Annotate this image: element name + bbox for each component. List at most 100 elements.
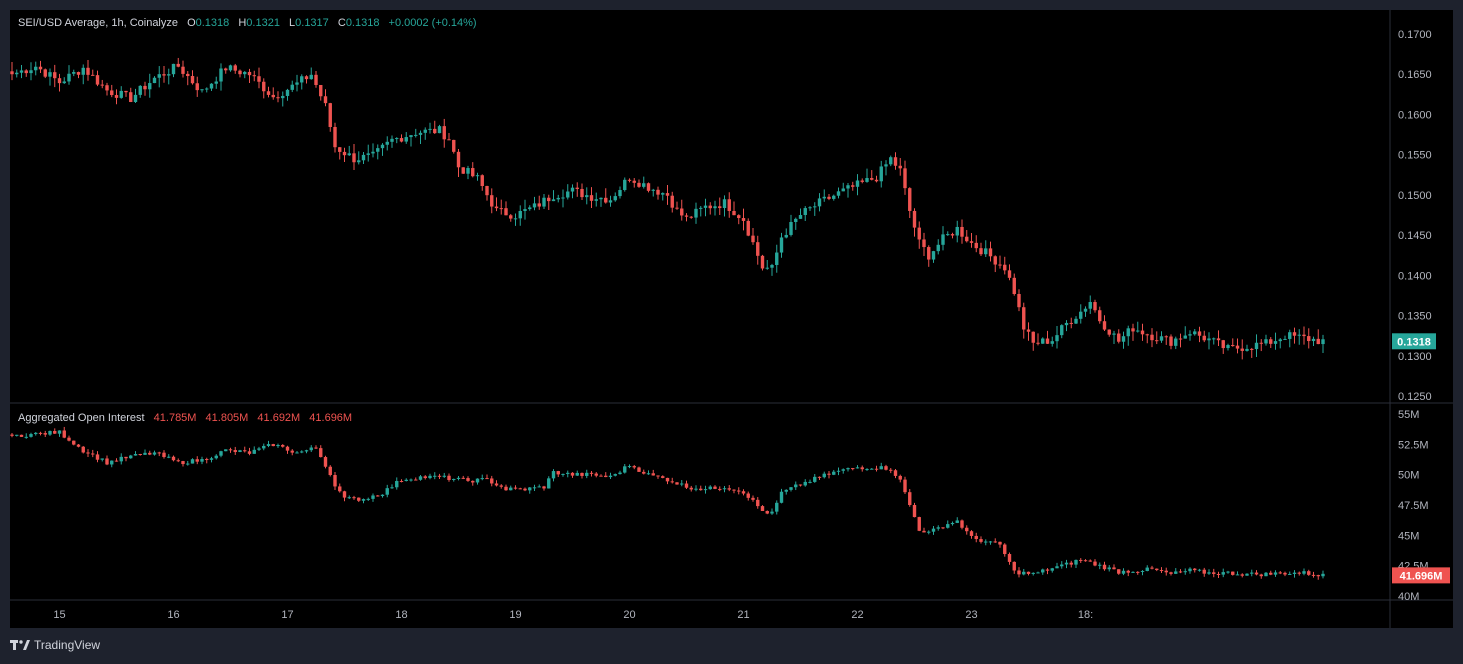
price-candle[interactable] bbox=[651, 188, 655, 197]
oi-candle[interactable] bbox=[727, 485, 731, 492]
oi-candle[interactable] bbox=[1273, 570, 1278, 577]
price-candle[interactable] bbox=[509, 214, 513, 222]
oi-candle[interactable] bbox=[1250, 569, 1254, 577]
oi-candle[interactable] bbox=[57, 430, 62, 437]
oi-candle[interactable] bbox=[475, 478, 480, 485]
oi-candle[interactable] bbox=[1131, 571, 1135, 574]
price-candle[interactable] bbox=[504, 201, 508, 216]
price-candle[interactable] bbox=[238, 69, 242, 78]
price-candle[interactable] bbox=[333, 122, 337, 153]
oi-candle[interactable] bbox=[851, 467, 855, 471]
oi-candle[interactable] bbox=[485, 474, 489, 480]
oi-candle[interactable] bbox=[195, 456, 199, 465]
price-candle[interactable] bbox=[490, 188, 494, 214]
price-candle[interactable] bbox=[361, 151, 366, 165]
oi-candle[interactable] bbox=[347, 495, 351, 500]
oi-candle[interactable] bbox=[822, 471, 826, 479]
price-candle[interactable] bbox=[1307, 328, 1311, 349]
price-candle[interactable] bbox=[874, 175, 879, 183]
price-candle[interactable] bbox=[741, 208, 746, 231]
oi-candle[interactable] bbox=[993, 538, 997, 543]
chart-frame[interactable]: 0.1700 0.1650 0.1600 0.1550 0.1500 0.1450 0.14… bbox=[10, 10, 1453, 628]
price-candle[interactable] bbox=[518, 205, 522, 226]
oi-candle[interactable] bbox=[770, 508, 774, 515]
price-candle[interactable] bbox=[38, 60, 43, 74]
oi-candle[interactable] bbox=[43, 430, 47, 438]
oi-candle[interactable] bbox=[798, 484, 803, 487]
price-candle[interactable] bbox=[922, 232, 926, 257]
oi-candle[interactable] bbox=[1183, 568, 1187, 575]
price-candle[interactable] bbox=[442, 118, 446, 148]
price-candle[interactable] bbox=[580, 183, 584, 200]
price-candle[interactable] bbox=[561, 189, 565, 208]
price-candle[interactable] bbox=[803, 206, 807, 221]
oi-candle[interactable] bbox=[233, 446, 237, 455]
oi-candle[interactable] bbox=[618, 470, 622, 475]
oi-candle[interactable] bbox=[661, 475, 665, 479]
price-candle[interactable] bbox=[917, 221, 921, 249]
oi-candle[interactable] bbox=[319, 445, 323, 458]
price-candle[interactable] bbox=[209, 83, 214, 92]
oi-candle[interactable] bbox=[1045, 568, 1050, 575]
oi-candle[interactable] bbox=[414, 477, 418, 481]
price-candle[interactable] bbox=[566, 184, 570, 200]
oi-candle[interactable] bbox=[1245, 573, 1249, 576]
price-candle[interactable] bbox=[1107, 329, 1111, 337]
oi-candle[interactable] bbox=[794, 481, 798, 491]
oi-candle[interactable] bbox=[594, 472, 598, 478]
oi-candle[interactable] bbox=[247, 447, 252, 456]
price-candle[interactable] bbox=[1269, 337, 1273, 348]
price-candle[interactable] bbox=[604, 188, 608, 204]
price-candle[interactable] bbox=[775, 244, 779, 273]
oi-candle[interactable] bbox=[1117, 569, 1121, 575]
price-candle[interactable] bbox=[1197, 326, 1202, 343]
price-candle[interactable] bbox=[627, 178, 632, 183]
price-candle[interactable] bbox=[1121, 331, 1126, 349]
oi-candle[interactable] bbox=[955, 517, 959, 524]
oi-candle[interactable] bbox=[865, 468, 869, 471]
oi-candle[interactable] bbox=[461, 475, 465, 480]
price-candle[interactable] bbox=[376, 144, 380, 160]
oi-candle[interactable] bbox=[1041, 568, 1045, 575]
oi-candle[interactable] bbox=[157, 451, 161, 457]
price-candle[interactable] bbox=[684, 213, 689, 222]
oi-candle[interactable] bbox=[855, 465, 860, 469]
price-candle[interactable] bbox=[433, 120, 437, 135]
price-candle[interactable] bbox=[1240, 339, 1244, 360]
oi-candle[interactable] bbox=[803, 479, 807, 487]
price-candle[interactable] bbox=[941, 226, 945, 251]
price-candle[interactable] bbox=[1079, 304, 1083, 324]
price-candle[interactable] bbox=[219, 63, 223, 91]
price-candle[interactable] bbox=[119, 86, 123, 99]
oi-candle[interactable] bbox=[238, 449, 242, 453]
oi-candle[interactable] bbox=[1155, 568, 1159, 572]
oi-candle[interactable] bbox=[936, 525, 940, 531]
price-candle[interactable] bbox=[988, 241, 993, 262]
oi-candle[interactable] bbox=[623, 464, 627, 474]
price-candle[interactable] bbox=[1007, 264, 1012, 281]
oi-candle[interactable] bbox=[1126, 569, 1130, 577]
price-candle[interactable] bbox=[1288, 329, 1292, 348]
price-candle[interactable] bbox=[1216, 330, 1221, 346]
oi-candle[interactable] bbox=[1307, 569, 1311, 576]
price-candle[interactable] bbox=[570, 184, 575, 199]
price-candle[interactable] bbox=[1193, 329, 1197, 336]
oi-candle[interactable] bbox=[751, 495, 755, 502]
oi-candle[interactable] bbox=[186, 460, 190, 466]
price-candle[interactable] bbox=[817, 193, 822, 212]
price-candle[interactable] bbox=[813, 202, 817, 216]
oi-candle[interactable] bbox=[1278, 570, 1282, 575]
oi-candle[interactable] bbox=[922, 527, 926, 533]
price-candle[interactable] bbox=[665, 184, 670, 205]
price-candle[interactable] bbox=[1155, 331, 1159, 345]
price-candle[interactable] bbox=[1311, 336, 1316, 346]
oi-candle[interactable] bbox=[1140, 570, 1145, 576]
oi-candle[interactable] bbox=[528, 487, 532, 494]
oi-candle[interactable] bbox=[1088, 559, 1092, 562]
oi-candle[interactable] bbox=[1254, 570, 1259, 576]
price-candle[interactable] bbox=[1292, 327, 1297, 344]
price-candle[interactable] bbox=[43, 68, 47, 79]
price-candle[interactable] bbox=[908, 187, 912, 219]
oi-candle[interactable] bbox=[988, 540, 993, 545]
price-candle[interactable] bbox=[1031, 331, 1035, 351]
